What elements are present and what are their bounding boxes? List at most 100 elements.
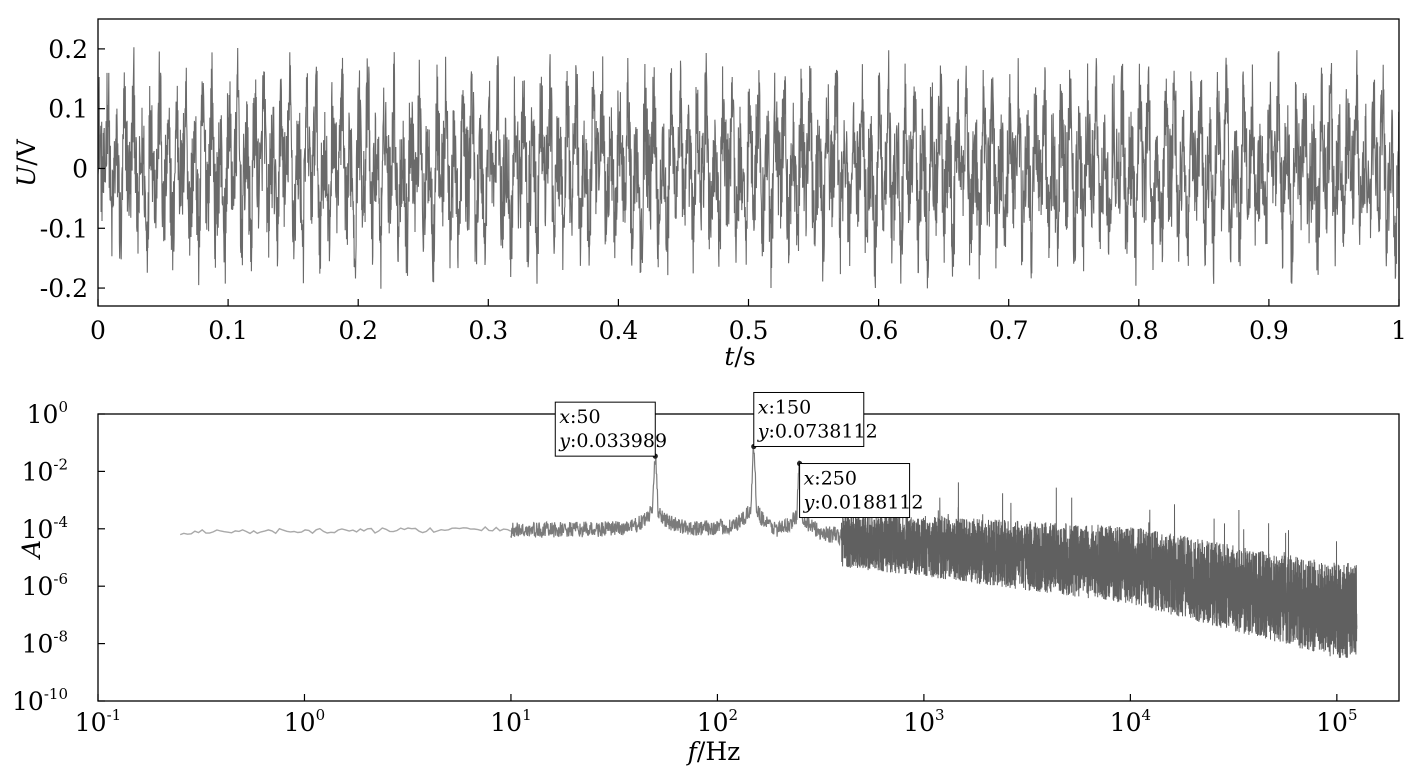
time-x-symbol: t bbox=[724, 342, 735, 371]
time-x-tick-label: 0.6 bbox=[859, 316, 899, 345]
datatip-colon: : bbox=[814, 492, 820, 514]
time-x-unit: /s bbox=[734, 342, 755, 371]
datatip-y-line: y:0.0188112 bbox=[803, 492, 924, 514]
tick-base: 10 bbox=[27, 400, 59, 429]
time-x-tick-label: 0 bbox=[90, 316, 106, 345]
time-x-tick-label: 0.8 bbox=[1119, 316, 1159, 345]
time-x-tick-label: 0.1 bbox=[208, 316, 248, 345]
time-y-symbol: U bbox=[12, 165, 41, 187]
time-y-ticks: -0.2 -0.1 0 0.1 0.2 bbox=[40, 35, 105, 303]
spectrum-trace-layer bbox=[179, 444, 1358, 658]
spectrum-plot-frame bbox=[97, 413, 1400, 702]
tick-exponent: -10 bbox=[44, 685, 68, 703]
datatip-x-line: x:50 bbox=[559, 406, 600, 428]
spectrum-x-tick-label: 102 bbox=[697, 706, 738, 737]
spectrum-y-axis-label: A bbox=[17, 540, 46, 560]
datatip-box bbox=[799, 463, 911, 519]
spectrum-y-symbol: A bbox=[17, 540, 46, 560]
datatip-y-value: 0.0188112 bbox=[821, 492, 924, 514]
spectrum-x-tick-label: 103 bbox=[903, 706, 944, 737]
datatip-colon: : bbox=[570, 430, 576, 452]
tick-exponent: 5 bbox=[1348, 706, 1358, 724]
datatip-x-value: 250 bbox=[821, 468, 857, 490]
spectrum-y-tick-label: 100 bbox=[27, 398, 68, 429]
tick-base: 10 bbox=[22, 630, 54, 659]
tick-exponent: 4 bbox=[1142, 706, 1152, 724]
time-x-tick-label: 0.2 bbox=[338, 316, 378, 345]
datatip-x-value: 150 bbox=[775, 396, 811, 418]
datatip-x-line: x:250 bbox=[804, 468, 857, 490]
spectrum-trace-mid bbox=[510, 444, 842, 547]
spectrum-x-tick-label: 105 bbox=[1316, 706, 1357, 737]
time-y-tick-label: -0.2 bbox=[40, 274, 88, 303]
tick-base: 10 bbox=[75, 708, 107, 737]
tick-base: 10 bbox=[490, 708, 522, 737]
datatip-colon: : bbox=[768, 396, 774, 418]
tick-base: 10 bbox=[12, 687, 44, 716]
datatip-x-value: 50 bbox=[576, 406, 600, 428]
tick-base: 10 bbox=[1110, 708, 1142, 737]
time-x-tick-label: 0.9 bbox=[1249, 316, 1289, 345]
time-y-tick-label: 0 bbox=[72, 154, 88, 183]
datatip-x-label: x bbox=[559, 406, 570, 428]
tick-exponent: 1 bbox=[522, 706, 532, 724]
tick-exponent: 0 bbox=[316, 706, 326, 724]
spectrum-y-tick-label: 10-10 bbox=[12, 685, 68, 716]
tick-base: 10 bbox=[22, 457, 54, 486]
datatip-y-line: y:0.033989 bbox=[558, 430, 667, 452]
time-x-tick-label: 0.4 bbox=[599, 316, 639, 345]
time-x-ticks: 0 0.1 0.2 0.3 0.4 0.5 0.6 0.7 0.8 0.9 1 bbox=[90, 299, 1407, 345]
spectrum-y-tick-label: 10-2 bbox=[22, 455, 68, 486]
tick-exponent: 0 bbox=[58, 398, 68, 416]
datatip-y-label: y bbox=[757, 420, 769, 442]
spectrum-x-ticks: 10-1 100 101 102 103 104 105 bbox=[75, 694, 1358, 737]
datatip-colon: : bbox=[769, 420, 775, 442]
time-trace-layer bbox=[97, 47, 1400, 289]
time-x-tick-label: 0.7 bbox=[989, 316, 1029, 345]
tick-base: 10 bbox=[697, 708, 729, 737]
tick-base: 10 bbox=[1316, 708, 1348, 737]
datatip-colon: : bbox=[570, 406, 576, 428]
datatip-x-label: x bbox=[804, 468, 815, 490]
spectrum-y-tick-label: 10-8 bbox=[22, 628, 68, 659]
time-x-tick-label: 0.3 bbox=[468, 316, 508, 345]
time-x-tick-label: 1 bbox=[1391, 316, 1407, 345]
spectrum-x-tick-label: 101 bbox=[490, 706, 531, 737]
time-y-tick-label: -0.1 bbox=[40, 214, 88, 243]
spectrum-x-tick-label: 10-1 bbox=[75, 706, 121, 737]
time-x-tick-label: 0.5 bbox=[729, 316, 769, 345]
tick-base: 10 bbox=[284, 708, 316, 737]
time-x-axis-label: t/s bbox=[724, 342, 755, 371]
datatip-y-value: 0.033989 bbox=[576, 430, 667, 452]
spectrum-y-tick-label: 10-4 bbox=[22, 513, 68, 544]
spectrum-annotations: x:50y:0.033989x:150y:0.0738112x:250y:0.0… bbox=[554, 391, 924, 519]
datatip-y-line: y:0.0738112 bbox=[757, 420, 878, 442]
peak-datatip: x:50y:0.033989 bbox=[554, 401, 667, 457]
datatip-box bbox=[753, 391, 865, 447]
voltage-trace bbox=[97, 47, 1400, 289]
time-y-tick-label: 0.2 bbox=[48, 35, 88, 64]
spectrum-trace-low bbox=[179, 526, 512, 536]
datatip-box bbox=[554, 401, 656, 457]
tick-base: 10 bbox=[22, 515, 54, 544]
spectrum-chart: 10-1 100 101 102 103 104 105 10010-210-410-610… bbox=[12, 391, 1400, 766]
datatip-x-line: x:150 bbox=[758, 396, 811, 418]
tick-exponent: -4 bbox=[53, 513, 68, 531]
tick-base: 10 bbox=[22, 572, 54, 601]
datatip-x-label: x bbox=[758, 396, 769, 418]
spectrum-x-symbol: f bbox=[686, 737, 701, 766]
tick-exponent: 3 bbox=[935, 706, 945, 724]
tick-exponent: -8 bbox=[53, 628, 68, 646]
tick-exponent: -2 bbox=[53, 455, 68, 473]
datatip-y-label: y bbox=[803, 492, 815, 514]
spectrum-x-unit: /Hz bbox=[697, 737, 740, 766]
tick-exponent: -6 bbox=[53, 570, 68, 588]
tick-exponent: 2 bbox=[729, 706, 739, 724]
time-y-tick-label: 0.1 bbox=[48, 95, 88, 124]
spectrum-trace-high bbox=[840, 482, 1358, 658]
datatip-y-value: 0.0738112 bbox=[775, 420, 878, 442]
tick-base: 10 bbox=[903, 708, 935, 737]
spectrum-x-axis-label: f/Hz bbox=[686, 737, 741, 766]
